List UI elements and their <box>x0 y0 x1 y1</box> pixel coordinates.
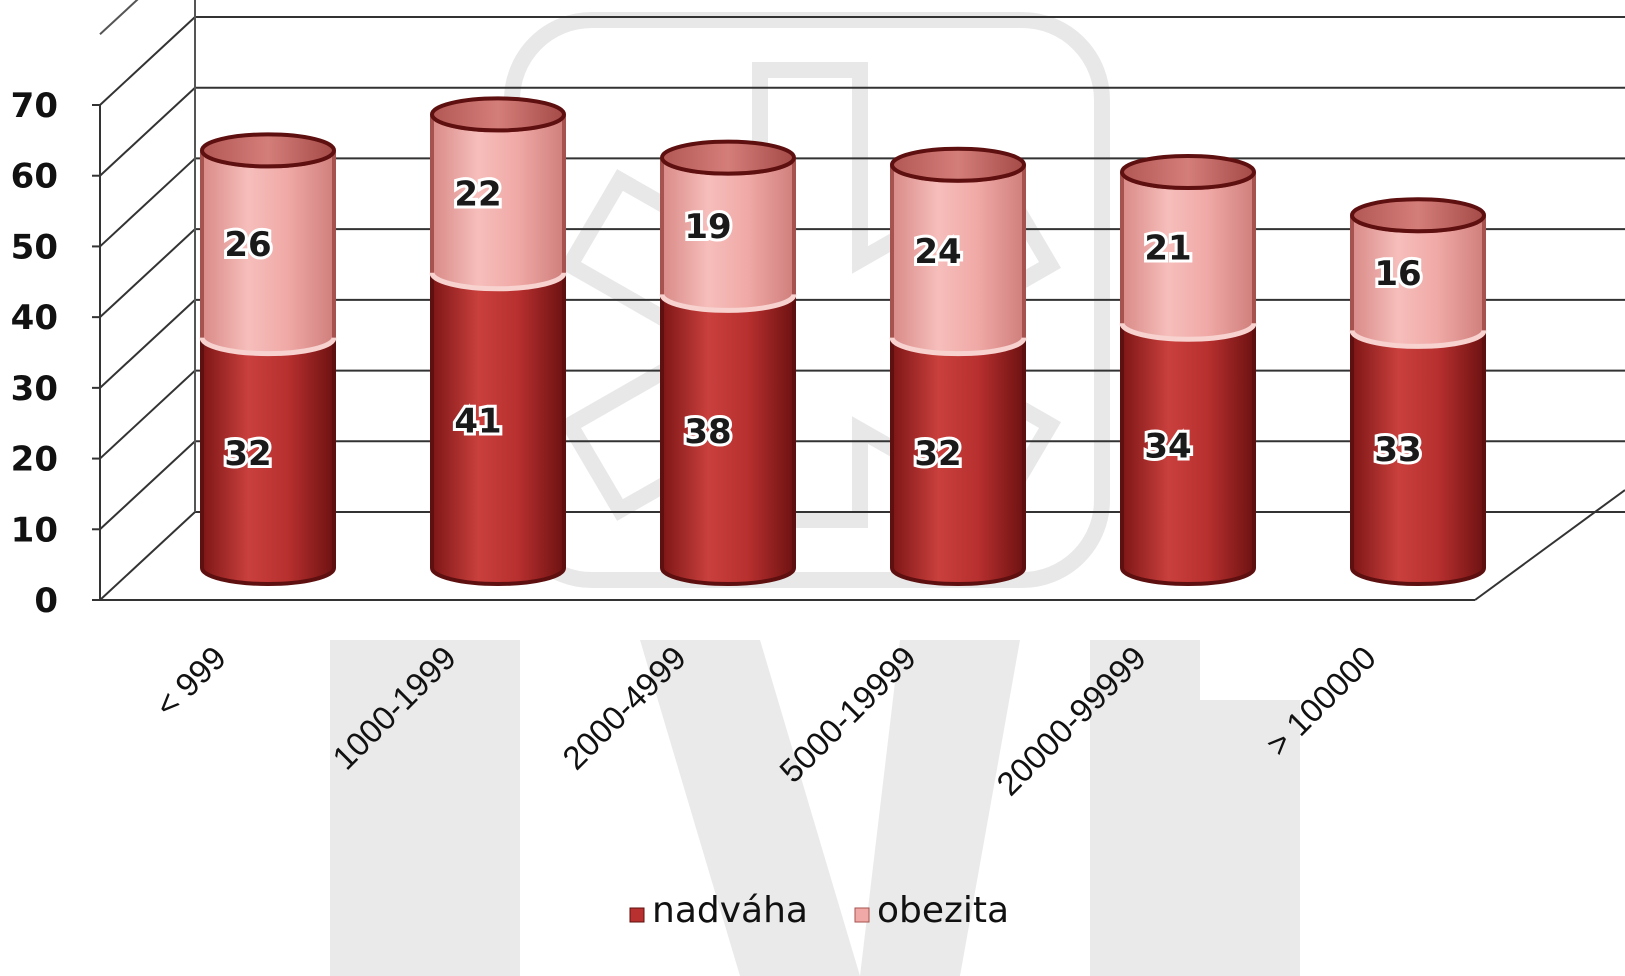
watermark-logo <box>330 12 1300 976</box>
gridline-side-3 <box>99 299 196 389</box>
legend-swatch-1 <box>854 907 870 923</box>
bar-group-0: 32 26 <box>199 132 337 586</box>
data-label-2-0: 38 <box>684 412 731 452</box>
data-label-3-1: 24 <box>914 232 961 272</box>
data-label-0-1: 26 <box>224 225 271 265</box>
y-axis: 0 10 20 30 40 50 60 70 <box>11 86 100 621</box>
gridline-side-5 <box>99 157 196 248</box>
bar-group-1: 41 22 <box>429 96 567 586</box>
bar-5-seam <box>1349 329 1487 349</box>
bar-top-cap-2 <box>660 139 796 176</box>
data-label-0-0: 32 <box>224 434 271 474</box>
gridline-side-4 <box>99 228 196 318</box>
bar-group-3: 32 24 <box>889 146 1027 586</box>
y-tick-label-2: 20 <box>11 440 58 480</box>
y-tick-label-7: 70 <box>11 86 58 126</box>
legend-label-0: nadváha <box>652 890 808 931</box>
bar-group-2: 38 19 <box>659 139 797 586</box>
floor-right-edge <box>1474 489 1625 601</box>
y-tick-label-4: 40 <box>11 298 58 338</box>
gridline-side-6 <box>99 86 196 177</box>
bar-1-seam <box>429 272 567 292</box>
wall-top-side <box>99 0 139 36</box>
bar-top-cap-4 <box>1120 154 1256 190</box>
data-label-1-0: 41 <box>454 401 501 441</box>
y-tick-label-0: 0 <box>34 581 58 621</box>
legend: nadváha obezita <box>629 890 1009 931</box>
legend-label-1: obezita <box>877 890 1009 931</box>
bar-3-seam <box>889 337 1027 357</box>
y-tick-label-1: 10 <box>11 510 58 550</box>
data-label-1-1: 22 <box>454 175 501 215</box>
bar-2-seam <box>659 293 797 313</box>
gridline-side-1 <box>99 440 196 531</box>
y-tick-label-5: 50 <box>11 227 58 267</box>
bars: 32 26 41 22 38 19 32 24 34 21 33 16 <box>199 96 1487 586</box>
legend-swatch-0 <box>629 907 645 923</box>
y-tick-label-3: 30 <box>11 369 58 409</box>
bar-top-cap-0 <box>200 132 336 169</box>
data-label-5-1: 16 <box>1374 254 1421 294</box>
bar-0-seam <box>199 337 337 357</box>
gridline-side-2 <box>99 369 196 460</box>
y-tick-label-6: 60 <box>11 157 58 197</box>
data-label-2-1: 19 <box>684 207 731 247</box>
gridline-side-7 <box>99 16 196 106</box>
bar-top-cap-5 <box>1350 197 1486 234</box>
data-label-5-0: 33 <box>1374 430 1421 470</box>
bar-top-cap-3 <box>890 146 1026 183</box>
x-tick-label-0: < 999 <box>148 639 233 724</box>
bar-top-cap-1 <box>430 96 566 133</box>
bar-group-5: 33 16 <box>1349 197 1487 586</box>
data-label-4-0: 34 <box>1144 427 1191 467</box>
gridline-side-0 <box>99 511 196 601</box>
data-label-3-0: 32 <box>914 434 961 474</box>
bar-4-seam <box>1119 322 1257 342</box>
data-label-4-1: 21 <box>1144 229 1191 269</box>
bar-group-4: 34 21 <box>1119 154 1257 586</box>
